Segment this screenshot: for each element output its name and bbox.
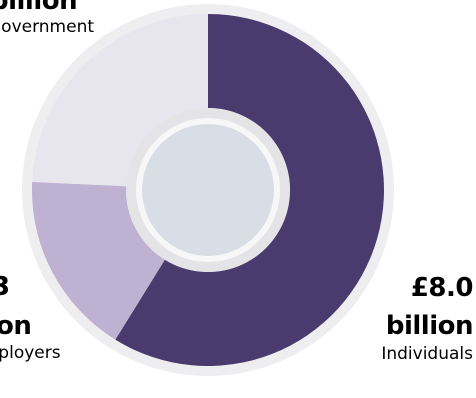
- slice-employers: [32, 181, 165, 340]
- individuals-category-label: Individuals: [381, 344, 473, 364]
- government-category-label: Government: [0, 17, 95, 37]
- slice-individuals: [115, 14, 385, 366]
- individuals-amount-line2: billion: [385, 311, 474, 341]
- employers-amount-line1: 3: [0, 272, 10, 302]
- employers-amount-line2: on: [0, 311, 32, 341]
- slice-government: [32, 14, 208, 187]
- center-disc: [142, 124, 274, 256]
- employers-category-label: Employers: [0, 343, 61, 363]
- individuals-amount-line1: £8.0: [410, 273, 474, 303]
- government-amount-label: billion: [0, 0, 78, 16]
